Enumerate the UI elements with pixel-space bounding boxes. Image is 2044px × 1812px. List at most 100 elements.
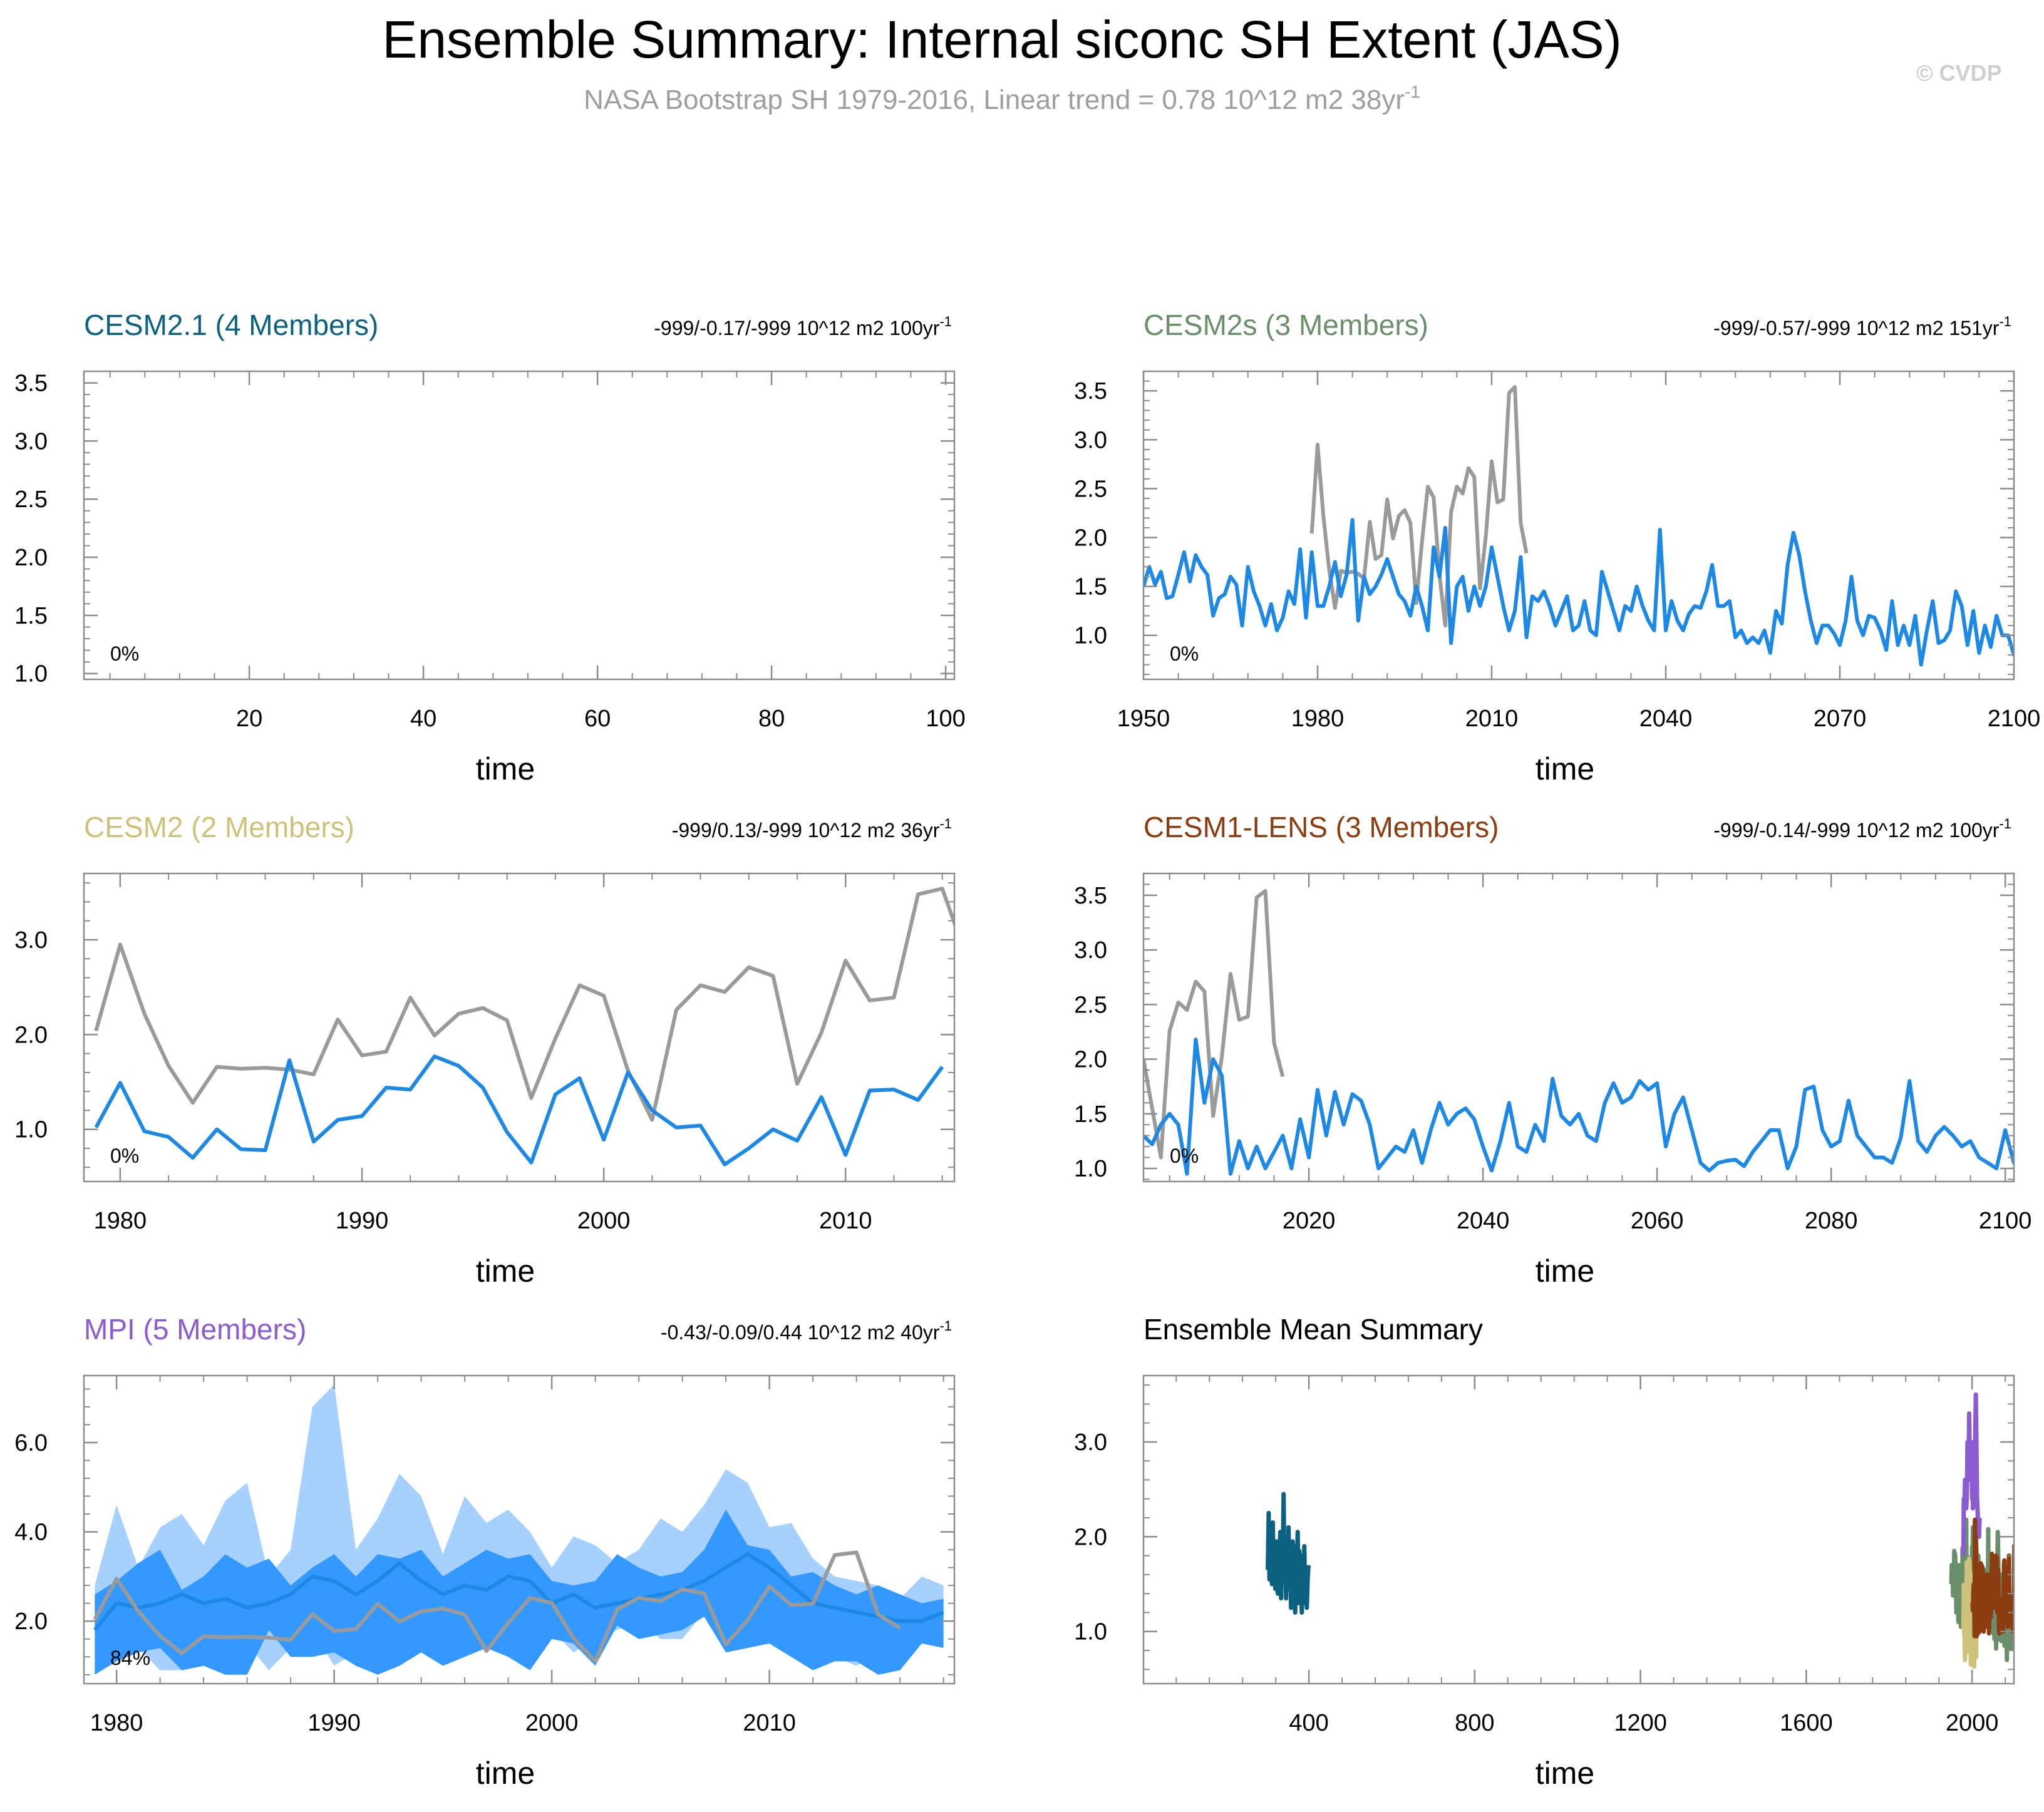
panel-trend-sup: -1 [939, 1318, 952, 1334]
panel-trend: -0.43/-0.09/0.44 10^12 m2 40yr-1 [661, 1318, 952, 1344]
x-tick-label: 2060 [1631, 1208, 1684, 1234]
x-tick-label: 80 [758, 706, 785, 732]
x-tick-label: 1980 [90, 1710, 143, 1736]
panel-title: CESM1-LENS (3 Members) [1143, 811, 1499, 843]
y-tick-label: 1.0 [1074, 1156, 1107, 1182]
panel-title: CESM2s (3 Members) [1143, 309, 1428, 341]
x-tick-label: 1980 [1291, 706, 1345, 732]
x-tick-label: 2000 [577, 1208, 631, 1234]
y-tick-label: 3.5 [1074, 883, 1107, 909]
y-tick-label: 1.0 [14, 661, 48, 687]
x-tick-label: 40 [410, 706, 436, 732]
x-axis-label: time [1536, 1756, 1594, 1791]
series-line-mpi [1961, 1392, 1982, 1556]
panel-cesm2: 1980 1990 2000 2010 1.0 2.0 3.0 CESM2 (2 Member… [14, 811, 956, 1289]
panel-title: Ensemble Mean Summary [1143, 1313, 1483, 1346]
x-tick-label: 2100 [1988, 706, 2041, 732]
plot-frame [1142, 370, 2015, 681]
x-tick-label: 2040 [1457, 1208, 1510, 1234]
figure-subtitle-text: NASA Bootstrap SH 1979-2016, Linear tren… [584, 85, 1405, 115]
y-tick-label: 2.0 [1074, 1524, 1107, 1550]
panel-trend-sup: -1 [1999, 816, 2011, 831]
panel-cesm21: 20 40 60 80 100 1.0 1.5 2.0 2.5 3.0 3.5 CESM2.1 (4 … [14, 309, 966, 786]
panel-trend: -999/-0.14/-999 10^12 m2 100yr-1 [1713, 816, 2011, 842]
x-axis-label: time [1536, 1253, 1594, 1289]
panel-data-group [94, 887, 954, 1166]
panel-data-group [1143, 384, 2014, 667]
spread-band-inner [95, 1509, 944, 1675]
x-tick-label: 2040 [1639, 706, 1693, 732]
x-tick-label: 100 [926, 706, 965, 732]
x-tick-label: 2010 [1465, 706, 1519, 732]
x-axis-label: time [476, 751, 535, 786]
series-line-ensemble [1143, 518, 2014, 667]
panel-trend-text: -999/-0.57/-999 10^12 m2 151yr [1713, 317, 2000, 339]
panel-lens: 2020 2040 2060 2080 2100 1.0 1.5 2.0 2.5 3.0 3.5 CE… [1074, 811, 2031, 1289]
y-tick-label: 1.0 [1074, 1619, 1107, 1645]
y-tick-label: 1.0 [14, 1117, 48, 1143]
watermark: © CVDP [1916, 60, 2002, 86]
panel-percent: 0% [110, 1145, 139, 1167]
x-tick-label: 2020 [1283, 1208, 1336, 1234]
x-tick-label: 2000 [525, 1710, 579, 1736]
panel-percent: 0% [110, 642, 139, 665]
panel-trend: -999/-0.57/-999 10^12 m2 151yr-1 [1713, 314, 2011, 339]
x-axis-label: time [476, 1756, 535, 1791]
plot-frame [83, 370, 956, 681]
y-tick-label: 3.0 [14, 927, 48, 954]
panel-title: CESM2 (2 Members) [84, 811, 354, 843]
x-tick-label: 1980 [94, 1208, 147, 1234]
y-tick-label: 2.0 [14, 1609, 48, 1635]
y-tick-label: 3.0 [1074, 937, 1107, 964]
figure-subtitle: NASA Bootstrap SH 1979-2016, Linear tren… [584, 82, 1420, 115]
x-tick-label: 2010 [743, 1710, 796, 1736]
series-line-cesm1-lens [1970, 1517, 2014, 1639]
y-tick-label: 1.5 [14, 603, 48, 629]
x-tick-label: 60 [584, 706, 611, 732]
x-tick-label: 1950 [1117, 706, 1170, 732]
y-tick-label: 2.0 [14, 545, 48, 571]
x-tick-label: 2010 [819, 1208, 872, 1234]
y-tick-label: 1.5 [1074, 1101, 1107, 1128]
series-line-ensemble-mean [93, 1552, 944, 1632]
panel-trend-sup: -1 [939, 314, 952, 329]
x-tick-label: 1600 [1780, 1710, 1833, 1736]
panel-title: CESM2.1 (4 Members) [84, 309, 378, 341]
x-tick-label: 800 [1455, 1710, 1494, 1736]
x-axis-label: time [1536, 751, 1594, 786]
series-line-ensemble [1143, 1037, 2014, 1176]
y-tick-label: 3.0 [1074, 427, 1107, 453]
x-tick-label: 1990 [336, 1208, 389, 1234]
y-tick-label: 2.0 [1074, 1047, 1107, 1073]
y-tick-label: 3.0 [14, 428, 48, 455]
y-tick-label: 3.5 [1074, 378, 1107, 404]
series-line-cesm2-1 [1266, 1491, 1311, 1615]
panel-percent: 84% [110, 1647, 150, 1669]
x-tick-label: 1990 [307, 1710, 361, 1736]
panel-title: MPI (5 Members) [84, 1313, 306, 1346]
plot-frame [1142, 872, 2015, 1183]
y-tick-label: 2.0 [1074, 525, 1107, 552]
x-tick-label: 400 [1289, 1710, 1328, 1736]
y-tick-label: 2.5 [1074, 992, 1107, 1018]
y-tick-label: 1.0 [1074, 623, 1107, 649]
panel-trend-text: -999/-0.14/-999 10^12 m2 100yr [1713, 819, 2000, 842]
series-line-ensemble [94, 1054, 944, 1166]
panel-trend-sup: -1 [939, 816, 952, 831]
y-tick-label: 3.0 [1074, 1429, 1107, 1456]
y-tick-label: 1.5 [1074, 574, 1107, 600]
panel-data-group [1143, 888, 2014, 1176]
figure-title: Ensemble Summary: Internal siconc SH Ext… [382, 10, 1621, 69]
panel-summary: 400 800 1200 1600 2000 1.0 2.0 3.0 Ensemble Mean… [1074, 1313, 2015, 1791]
figure-subtitle-sup: -1 [1405, 82, 1420, 101]
x-axis-label: time [476, 1253, 535, 1289]
panel-mpi: 1980 1990 2000 2010 2.0 4.0 6.0 MPI (5 Members)… [14, 1313, 956, 1791]
series-line-observations [93, 1550, 901, 1664]
y-tick-label: 6.0 [14, 1430, 48, 1456]
series-line-observations [94, 887, 954, 1122]
plot-frame [83, 872, 956, 1183]
series-line-observations [1143, 888, 1285, 1160]
panel-percent: 0% [1170, 642, 1199, 665]
plot-frame [1142, 1374, 2015, 1685]
